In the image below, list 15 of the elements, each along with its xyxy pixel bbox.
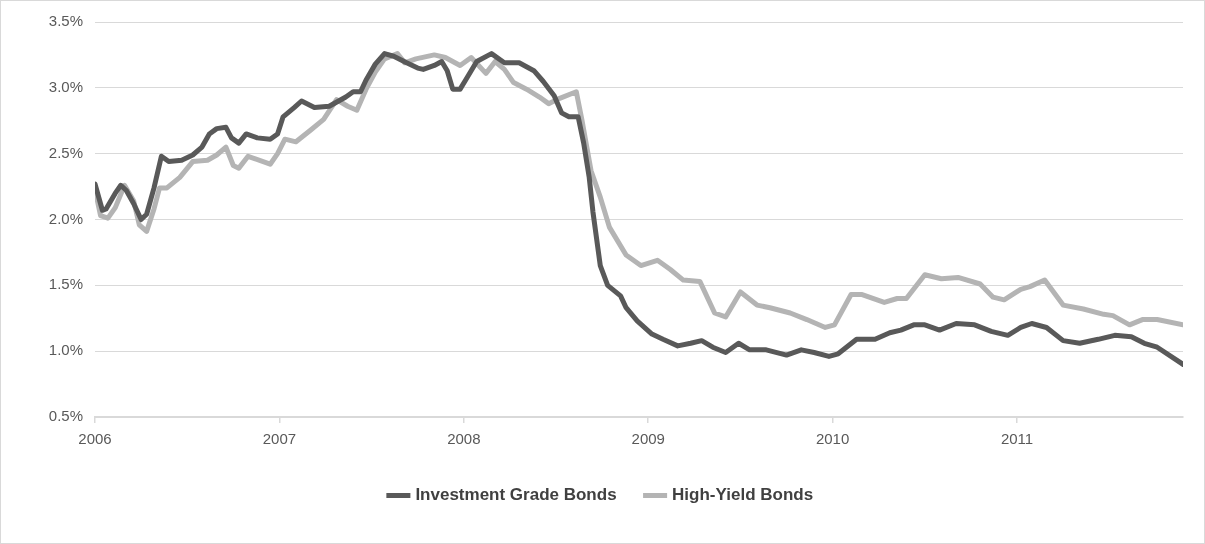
x-tick-label: 2006 — [78, 430, 112, 448]
x-tick-label: 2010 — [815, 430, 850, 448]
y-tick-label: 3.5% — [48, 12, 83, 30]
legend-label: Investment Grade Bonds — [415, 485, 617, 505]
legend-label: High-Yield Bonds — [672, 485, 814, 505]
y-tick-label: 0.5% — [48, 407, 83, 425]
y-tick-label: 2.5% — [48, 143, 83, 161]
y-tick-label: 1.5% — [48, 275, 83, 293]
x-tick-label: 2009 — [631, 430, 665, 448]
x-tick-label: 2008 — [447, 430, 481, 448]
x-tick-label: 2007 — [262, 430, 297, 448]
y-tick-label: 1.0% — [48, 341, 83, 359]
y-tick-label: 2.0% — [48, 209, 83, 227]
y-tick-label: 3.0% — [48, 77, 83, 95]
x-tick-label: 2011 — [1000, 430, 1034, 448]
